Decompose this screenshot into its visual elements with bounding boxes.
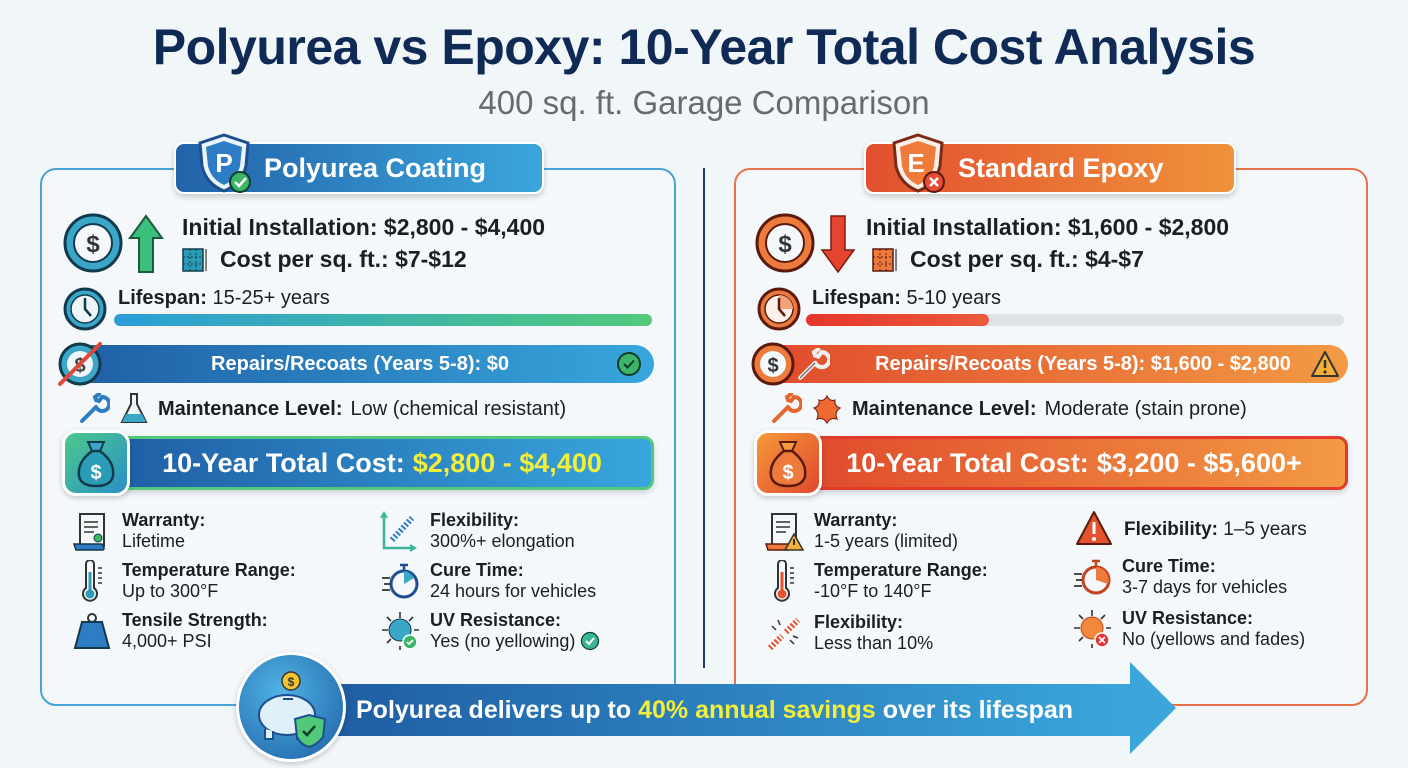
polyurea-spec-tensile: Tensile Strength: 4,000+ PSI [72, 610, 268, 652]
dollar-coin-icon: $ [63, 213, 123, 273]
epoxy-spec-cure-time: Cure Time: 3-7 days for vehicles [1072, 556, 1287, 598]
epoxy-maintenance: Maintenance Level: Moderate (stain prone) [770, 392, 1247, 426]
epoxy-spec-temperature: Temperature Range: -10°F to 140°F [764, 560, 988, 602]
piggy-bank-glyph: $ [258, 671, 327, 749]
polyurea-initial-installation: Initial Installation: $2,800 - $4,400 [182, 214, 546, 240]
no-dollar-icon: $ [58, 342, 102, 386]
epoxy-repairs-bar: Repairs/Recoats (Years 5-8): $1,600 - $2… [758, 345, 1348, 383]
epoxy-spec-warranty: Warranty: 1-5 years (limited) [764, 510, 958, 552]
svg-text:$: $ [288, 675, 295, 689]
svg-text:E: E [907, 148, 924, 178]
polyurea-lifespan-bar [114, 314, 652, 326]
arrow-down-icon [820, 215, 856, 274]
polyurea-maintenance: Maintenance Level: Low (chemical resistan… [78, 392, 566, 426]
wrench-icon [80, 393, 110, 423]
epoxy-badge-label: Standard Epoxy [958, 152, 1164, 183]
epoxy-initial-installation: Initial Installation: $1,600 - $2,800 [866, 214, 1230, 240]
thermometer-icon [774, 560, 794, 602]
shield-e-x-icon: E [892, 133, 945, 193]
polyurea-lifespan-bar-fill [114, 314, 652, 326]
polyurea-total-cost: 10-Year Total Cost: $2,800 - $4,400 [110, 436, 654, 490]
sun-check-icon [382, 612, 419, 650]
money-bag-glyph: $ [769, 441, 807, 488]
svg-text:$: $ [778, 231, 792, 258]
page-subtitle: 400 sq. ft. Garage Comparison [478, 84, 930, 121]
certificate-scroll-icon [72, 513, 105, 551]
weight-icon [73, 613, 111, 649]
polyurea-badge-label: Polyurea Coating [264, 152, 487, 183]
flask-icon [120, 393, 148, 423]
stopwatch-icon [1074, 559, 1111, 595]
polyurea-spec-warranty: Warranty: Lifetime [72, 510, 205, 552]
stopwatch-icon [382, 563, 419, 599]
savings-message: Polyurea delivers up to 40% annual saving… [356, 695, 1074, 724]
piggy-bank-shield-icon: $ [236, 652, 346, 762]
polyurea-spec-flexibility: Flexibility: 300%+ elongation [380, 510, 575, 552]
savings-banner: $ Polyurea delivers up to 40% annual savi… [236, 652, 1176, 762]
epoxy-spec-uv: UV Resistance: No (yellows and fades) [1072, 608, 1305, 650]
shield-p-check-icon: P [198, 133, 251, 193]
epoxy-spec-flexibility-years: Flexibility: 1–5 years [1074, 508, 1307, 550]
center-divider [703, 168, 705, 668]
warning-triangle-icon [1311, 351, 1339, 377]
savings-arrow-head [1130, 662, 1176, 754]
polyurea-spec-cure-time: Cure Time: 24 hours for vehicles [380, 560, 596, 602]
svg-text:$: $ [86, 231, 100, 258]
svg-text:$: $ [767, 355, 778, 377]
scroll-warning-icon [764, 513, 804, 551]
page-title: Polyurea vs Epoxy: 10-Year Total Cost An… [152, 19, 1256, 75]
epoxy-total-cost: 10-Year Total Cost: $3,200 - $5,600+ [800, 436, 1348, 490]
sun-x-icon [1074, 610, 1111, 648]
svg-text:$: $ [782, 462, 793, 484]
polyurea-spec-uv: UV Resistance: Yes (no yellowing) [380, 610, 600, 652]
clock-icon [757, 287, 801, 331]
broken-spring-icon [767, 617, 801, 651]
epoxy-lifespan-bar-fill [806, 314, 989, 326]
arrow-up-icon [128, 214, 164, 273]
savings-arrow-body [298, 684, 1138, 736]
svg-text:$: $ [90, 462, 101, 484]
wrench-icon [798, 348, 830, 380]
dollar-coin-icon: $ [751, 342, 795, 386]
check-circle-icon [617, 352, 641, 376]
money-bag-icon: $ [754, 430, 822, 496]
svg-text:P: P [215, 148, 232, 178]
stain-splat-icon [812, 394, 842, 425]
polyurea-cost-per-sqft: Cost per sq. ft.: $7-$12 [220, 246, 467, 272]
polyurea-lifespan: Lifespan: 15-25+ years [118, 287, 330, 309]
money-bag-icon: $ [62, 430, 130, 496]
spring-elongation-icon [380, 511, 417, 552]
epoxy-lifespan: Lifespan: 5-10 years [812, 287, 1001, 309]
money-bag-glyph: $ [77, 441, 115, 488]
epoxy-lifespan-bar [806, 314, 1344, 326]
wrench-icon [772, 393, 802, 423]
epoxy-spec-flexibility: Flexibility: Less than 10% [764, 612, 933, 654]
clock-icon [63, 287, 107, 331]
thermometer-icon [82, 560, 102, 602]
polyurea-spec-temperature: Temperature Range: Up to 300°F [72, 560, 296, 602]
check-circle-icon [581, 631, 600, 651]
warning-triangle-icon [1076, 511, 1112, 545]
tile-grid-icon [872, 248, 897, 272]
dollar-coin-icon: $ [755, 213, 815, 273]
tile-grid-icon [182, 248, 207, 272]
polyurea-repairs-bar: Repairs/Recoats (Years 5-8): $0 [66, 345, 654, 383]
epoxy-cost-per-sqft: Cost per sq. ft.: $4-$7 [910, 246, 1144, 272]
